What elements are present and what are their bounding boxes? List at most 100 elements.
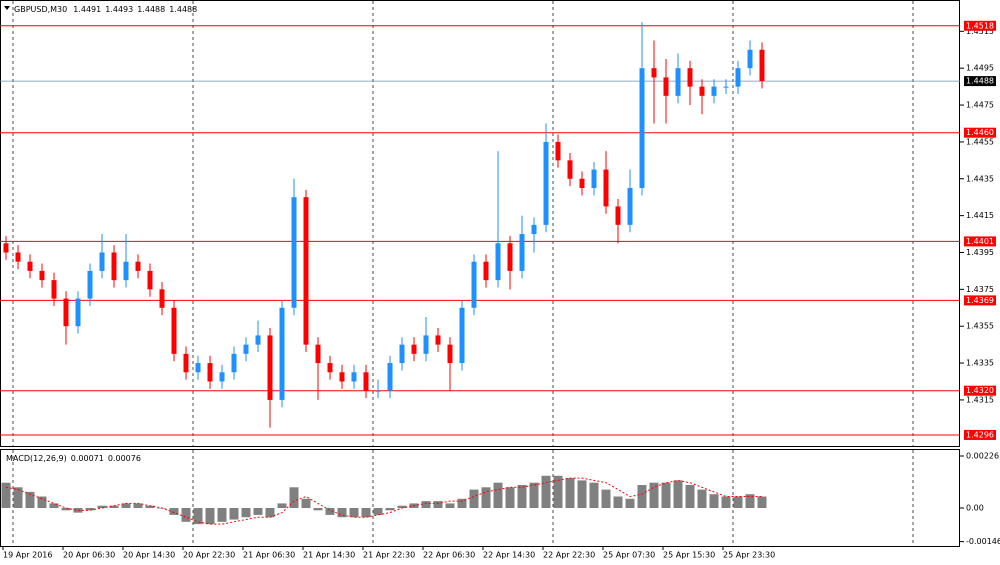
candle-body bbox=[543, 141, 549, 225]
candle-body bbox=[327, 363, 333, 373]
macd-bar bbox=[349, 508, 359, 518]
y-tick-label: 1.4435 bbox=[966, 174, 994, 183]
x-tick-label: 20 Apr 14:30 bbox=[123, 551, 175, 560]
candle-body bbox=[111, 252, 117, 281]
candle-body bbox=[687, 68, 693, 87]
macd-bar bbox=[37, 496, 47, 509]
macd-bar bbox=[661, 482, 671, 509]
candle-body bbox=[375, 390, 381, 392]
level-label: 1.4369 bbox=[966, 296, 994, 305]
macd-bar bbox=[241, 508, 251, 518]
macd-bar bbox=[313, 508, 323, 511]
x-tick-label: 21 Apr 14:30 bbox=[303, 551, 355, 560]
candle-body bbox=[747, 49, 753, 69]
candle-body bbox=[447, 344, 453, 364]
level-label-box bbox=[964, 127, 996, 138]
candle-body bbox=[711, 86, 717, 96]
candle-body bbox=[171, 307, 177, 354]
macd-bar bbox=[265, 508, 275, 518]
candle-body bbox=[195, 363, 201, 373]
macd-bar bbox=[277, 503, 287, 509]
level-label: 1.4518 bbox=[966, 21, 994, 30]
main-frame bbox=[0, 0, 960, 447]
candle-body bbox=[759, 49, 765, 82]
candle-body bbox=[3, 243, 9, 253]
macd-bar bbox=[493, 482, 503, 509]
macd-bar bbox=[613, 496, 623, 509]
candle-body bbox=[471, 261, 477, 308]
macd-bar bbox=[517, 484, 527, 509]
macd-bar bbox=[745, 494, 755, 509]
candle-body bbox=[303, 197, 309, 345]
candle-body bbox=[75, 298, 81, 327]
macd-bar bbox=[217, 508, 227, 522]
macd-bar bbox=[181, 508, 191, 522]
candle-body bbox=[243, 344, 249, 354]
macd-bar bbox=[337, 508, 347, 518]
macd-bar bbox=[541, 475, 551, 509]
macd-frame bbox=[0, 449, 960, 547]
candle-body bbox=[675, 68, 681, 96]
macd-bar bbox=[505, 487, 515, 509]
x-tick-label: 22 Apr 22:30 bbox=[543, 551, 595, 560]
candle-body bbox=[639, 68, 645, 188]
candle-body bbox=[735, 68, 741, 87]
candle-body bbox=[531, 224, 537, 235]
x-tick-label: 25 Apr 07:30 bbox=[603, 551, 655, 560]
candle-body bbox=[435, 335, 441, 345]
candle-body bbox=[159, 289, 165, 308]
macd-title: MACD(12,26,9) bbox=[6, 454, 67, 463]
level-label-box bbox=[964, 236, 996, 247]
macd-bar bbox=[469, 489, 479, 509]
header-low: 1.4488 bbox=[137, 5, 165, 14]
candle-body bbox=[279, 307, 285, 400]
candle-body bbox=[267, 335, 273, 400]
macd-header: MACD(12,26,9) 0.00071 0.00076 bbox=[6, 454, 141, 463]
candle-body bbox=[231, 353, 237, 373]
macd-bar bbox=[145, 505, 155, 509]
candle-body bbox=[51, 280, 57, 299]
candle-body bbox=[339, 372, 345, 382]
macd-bar bbox=[445, 503, 455, 509]
candle-body bbox=[387, 363, 393, 391]
candle-body bbox=[423, 335, 429, 354]
macd-y-tick-label: -0.00146 bbox=[966, 537, 1000, 546]
candle-body bbox=[291, 197, 297, 308]
candle-body bbox=[459, 307, 465, 364]
candle-body bbox=[255, 335, 261, 345]
chart-header: GBPUSD,M30 1.4491 1.4493 1.4488 1.4488 bbox=[14, 5, 197, 14]
candle-body bbox=[603, 169, 609, 207]
menu-arrow[interactable] bbox=[4, 6, 10, 10]
macd-bar bbox=[13, 487, 23, 509]
candle-body bbox=[63, 298, 69, 327]
macd-y-tick-label: 0.00226 bbox=[966, 451, 999, 460]
macd-bar bbox=[73, 508, 83, 513]
macd-bar bbox=[361, 508, 371, 518]
macd-bar bbox=[1, 482, 11, 509]
macd-bar bbox=[133, 503, 143, 509]
macd-y-tick-label: 0.00 bbox=[966, 504, 984, 513]
candle-body bbox=[27, 261, 33, 271]
x-tick-label: 22 Apr 06:30 bbox=[423, 551, 475, 560]
candle-body bbox=[579, 178, 585, 188]
x-tick-label: 20 Apr 06:30 bbox=[63, 551, 115, 560]
level-label: 1.4460 bbox=[966, 128, 994, 137]
candle-body bbox=[555, 141, 561, 161]
candle-body bbox=[519, 234, 525, 271]
candle-body bbox=[87, 270, 93, 299]
macd-bar bbox=[85, 508, 95, 511]
candle-body bbox=[207, 363, 213, 382]
macd-bar bbox=[109, 505, 119, 509]
macd-bar bbox=[625, 498, 635, 509]
macd-value: 0.00071 bbox=[71, 454, 104, 463]
macd-bar bbox=[373, 508, 383, 515]
level-label-box bbox=[964, 295, 996, 306]
macd-bar bbox=[637, 484, 647, 509]
macd-bar bbox=[697, 489, 707, 509]
macd-bar bbox=[49, 503, 59, 509]
current-price-label: 1.4488 bbox=[966, 77, 994, 86]
level-label: 1.4401 bbox=[966, 237, 994, 246]
candle-body bbox=[135, 261, 141, 271]
level-label: 1.4296 bbox=[966, 430, 994, 439]
